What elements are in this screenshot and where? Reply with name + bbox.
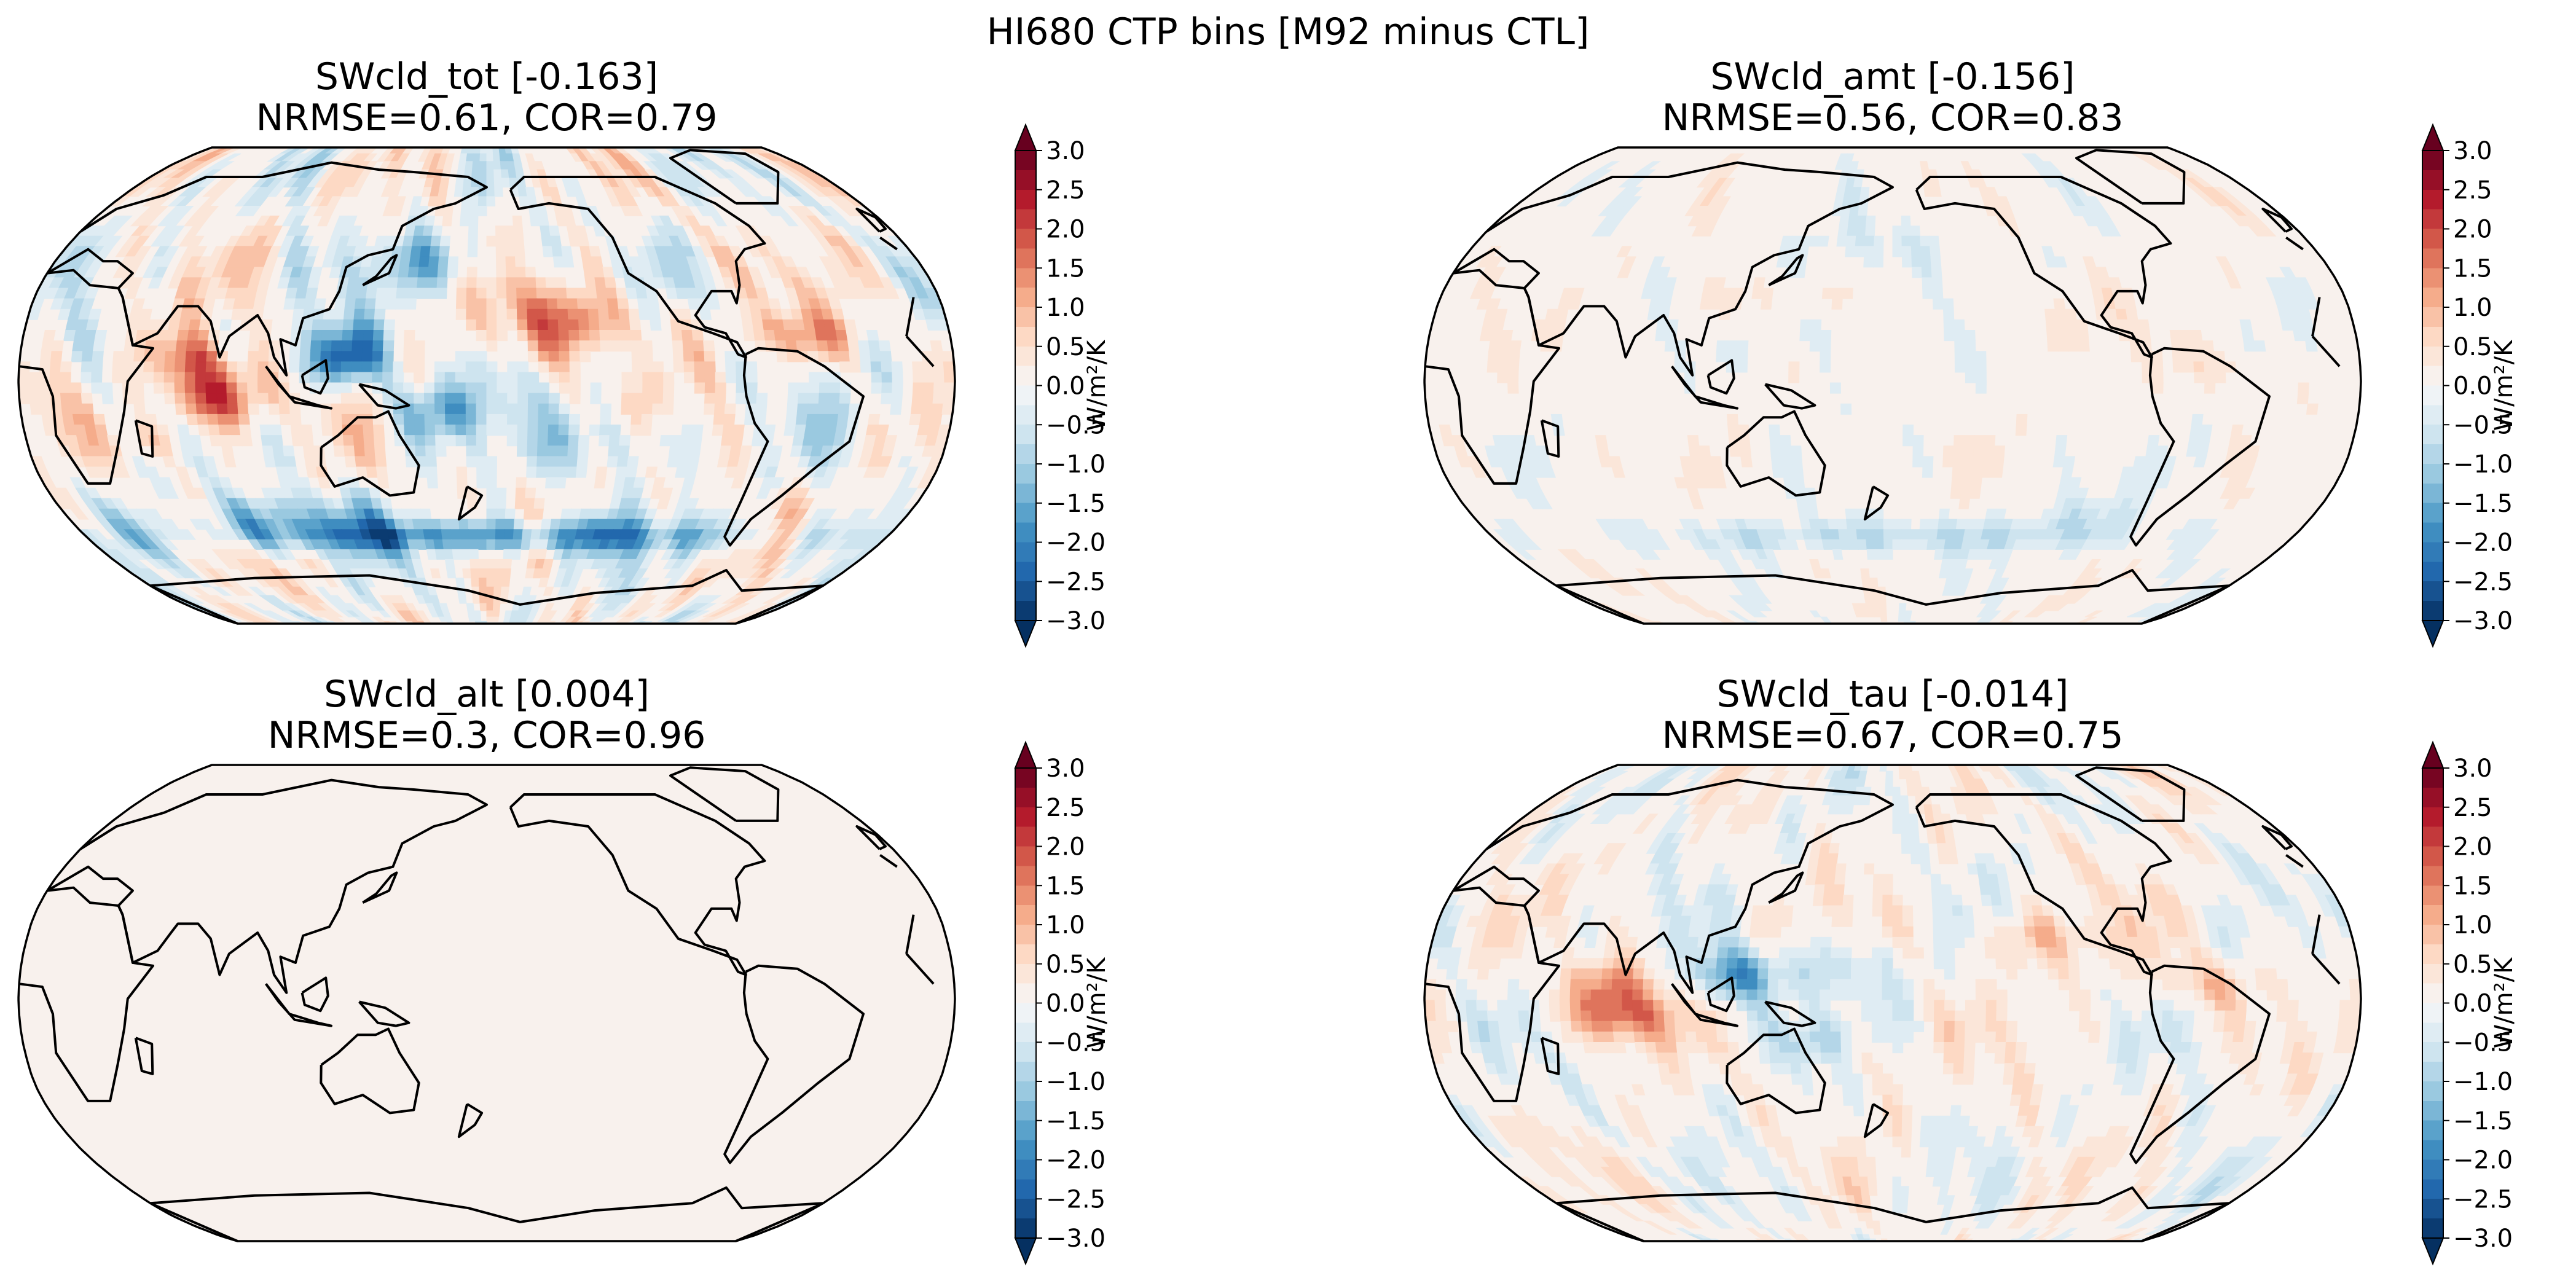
panel-stats-SWcld_amt: NRMSE=0.56, COR=0.83 <box>1662 96 2123 139</box>
colorbar-SWcld_tot: 3.0 2.5 2.0 1.5 1.0 0.5 0.0 −0.5 −1.0 −1.5 −2.0 −2.… <box>1014 123 1111 648</box>
colorbar-tick-label: −1.5 <box>2453 1107 2513 1135</box>
coastlines-SWcld_alt <box>18 766 935 1241</box>
colorbar-tick-label: 1.0 <box>1046 911 1085 939</box>
colorbar-tick-label: 0.5 <box>1046 333 1085 361</box>
colorbar-tick-label: 1.0 <box>2453 294 2492 322</box>
colorbar-tick-label: 0.0 <box>2453 990 2492 1018</box>
colorbar-body <box>1015 767 1037 1239</box>
map-field-SWcld_amt <box>1424 147 2361 624</box>
map-border-SWcld_tau <box>1423 764 2362 1242</box>
map-field-SWcld_tau <box>1424 765 2361 1241</box>
colorbar-tick-label: 0.0 <box>1046 372 1085 401</box>
colorbar-tick-label: 1.5 <box>1046 872 1085 900</box>
panel-SWcld_alt: SWcld_alt [0.004]NRMSE=0.3, COR=0.96 3.0 2… <box>17 673 1111 1266</box>
colorbar-tick-label: −2.0 <box>1046 529 1105 557</box>
colorbar-tick-label: 2.5 <box>1046 176 1085 205</box>
panel-stats-SWcld_tau: NRMSE=0.67, COR=0.75 <box>1662 714 2123 757</box>
colorbar-tick-label: 1.5 <box>2453 872 2492 900</box>
colorbar-tick-label: 1.0 <box>2453 911 2492 939</box>
colorbar-tick-label: 2.5 <box>1046 794 1085 822</box>
colorbar-label: W/m²/K <box>2490 339 2518 431</box>
colorbar-tick-label: −1.0 <box>2453 450 2513 479</box>
colorbar-tick-label: 0.5 <box>1046 951 1085 979</box>
colorbar-tick-label: 1.0 <box>1046 294 1085 322</box>
colorbar-tick-label: 3.0 <box>2453 755 2492 783</box>
panel-title-SWcld_tau: SWcld_tau [-0.014] <box>1717 673 2069 716</box>
colorbar-tick-label: −1.5 <box>1046 490 1105 518</box>
map-border-SWcld_amt <box>1423 146 2362 625</box>
figure-title: HI680 CTP bins [M92 minus CTL] <box>987 10 1590 53</box>
colorbar-SWcld_alt: 3.0 2.5 2.0 1.5 1.0 0.5 0.0 −0.5 −1.0 −1.5 −2.0 −2.… <box>1014 740 1111 1266</box>
colorbar-tick-label: −2.5 <box>1046 1185 1105 1213</box>
colorbar-tick-label: −2.0 <box>1046 1147 1105 1175</box>
colorbar-tick-label: −2.0 <box>2453 1147 2513 1175</box>
colorbar-tick-label: −3.0 <box>2453 607 2513 635</box>
panel-stats-SWcld_alt: NRMSE=0.3, COR=0.96 <box>268 714 706 757</box>
colorbar-tick-label: 3.0 <box>2453 137 2492 165</box>
panel-SWcld_tau: SWcld_tau [-0.014]NRMSE=0.67, COR=0.75 3.… <box>1423 673 2518 1266</box>
colorbar-tick-label: 1.5 <box>2453 254 2492 283</box>
colorbar-body <box>2422 767 2444 1239</box>
map-border-SWcld_tot <box>17 146 956 625</box>
coastlines-SWcld_amt <box>1424 149 2341 624</box>
colorbar-tick-label: −2.5 <box>2453 568 2513 596</box>
colorbar-extend-min <box>1014 1237 1037 1266</box>
colorbar-SWcld_tau: 3.0 2.5 2.0 1.5 1.0 0.5 0.0 −0.5 −1.0 −1.5 −2.0 −2.… <box>2421 740 2518 1266</box>
colorbar-tick-label: −1.0 <box>1046 450 1105 479</box>
panel-SWcld_tot: SWcld_tot [-0.163]NRMSE=0.61, COR=0.79 3.… <box>17 55 1111 648</box>
colorbar-tick-label: −1.0 <box>1046 1068 1105 1096</box>
panel-title-SWcld_amt: SWcld_amt [-0.156] <box>1710 55 2075 98</box>
colorbar-label: W/m²/K <box>1083 339 1111 431</box>
colorbar-body <box>1015 150 1037 621</box>
map-field-SWcld_alt <box>18 765 956 1241</box>
coastlines-SWcld_tot <box>18 149 935 624</box>
colorbar-extend-min <box>2421 620 2444 648</box>
colorbar-extend-max <box>1014 123 1037 151</box>
colorbar-tick-label: 0.0 <box>2453 372 2492 401</box>
colorbar-tick-label: −2.0 <box>2453 529 2513 557</box>
colorbar-tick-label: −1.5 <box>1046 1107 1105 1135</box>
panel-title-SWcld_tot: SWcld_tot [-0.163] <box>315 55 658 98</box>
colorbar-tick-label: 2.5 <box>2453 176 2492 205</box>
colorbar-extend-max <box>1014 740 1037 769</box>
panel-SWcld_amt: SWcld_amt [-0.156]NRMSE=0.56, COR=0.83 3.… <box>1423 55 2518 648</box>
colorbar-extend-min <box>2421 1237 2444 1266</box>
colorbar-extend-min <box>1014 620 1037 648</box>
colorbar-tick-label: −3.0 <box>1046 607 1105 635</box>
colorbar-body <box>2422 150 2444 621</box>
panel-title-SWcld_alt: SWcld_alt [0.004] <box>324 673 650 716</box>
colorbar-tick-label: 3.0 <box>1046 755 1085 783</box>
colorbar-tick-label: 3.0 <box>1046 137 1085 165</box>
colorbar-tick-label: 0.5 <box>2453 951 2492 979</box>
colorbar-tick-label: 1.5 <box>1046 254 1085 283</box>
colorbar-tick-label: −1.5 <box>2453 490 2513 518</box>
colorbar-tick-label: 2.0 <box>2453 833 2492 861</box>
colorbar-tick-label: 0.0 <box>1046 990 1085 1018</box>
map-field-SWcld_tot <box>18 147 956 624</box>
colorbar-extend-max <box>2421 740 2444 769</box>
colorbar-tick-label: −0.5 <box>1046 411 1105 439</box>
colorbar-tick-label: −1.0 <box>2453 1068 2513 1096</box>
colorbar-tick-label: 2.0 <box>1046 216 1085 244</box>
map-border-SWcld_alt <box>17 764 956 1242</box>
colorbar-extend-max <box>2421 123 2444 151</box>
colorbar-tick-label: −2.5 <box>1046 568 1105 596</box>
coastlines-SWcld_tau <box>1424 766 2341 1241</box>
colorbar-tick-label: 2.0 <box>2453 216 2492 244</box>
colorbar-tick-label: 2.5 <box>2453 794 2492 822</box>
panel-stats-SWcld_tot: NRMSE=0.61, COR=0.79 <box>256 96 717 139</box>
colorbar-tick-label: −0.5 <box>2453 1029 2513 1057</box>
colorbar-label: W/m²/K <box>2490 957 2518 1049</box>
colorbar-label: W/m²/K <box>1083 957 1111 1049</box>
colorbar-tick-label: 0.5 <box>2453 333 2492 361</box>
colorbar-tick-label: −3.0 <box>1046 1225 1105 1253</box>
colorbar-tick-label: −0.5 <box>2453 411 2513 439</box>
colorbar-tick-label: 2.0 <box>1046 833 1085 861</box>
colorbar-tick-label: −0.5 <box>1046 1029 1105 1057</box>
colorbar-SWcld_amt: 3.0 2.5 2.0 1.5 1.0 0.5 0.0 −0.5 −1.0 −1.5 −2.0 −2.… <box>2421 123 2518 648</box>
colorbar-tick-label: −3.0 <box>2453 1225 2513 1253</box>
colorbar-tick-label: −2.5 <box>2453 1185 2513 1213</box>
